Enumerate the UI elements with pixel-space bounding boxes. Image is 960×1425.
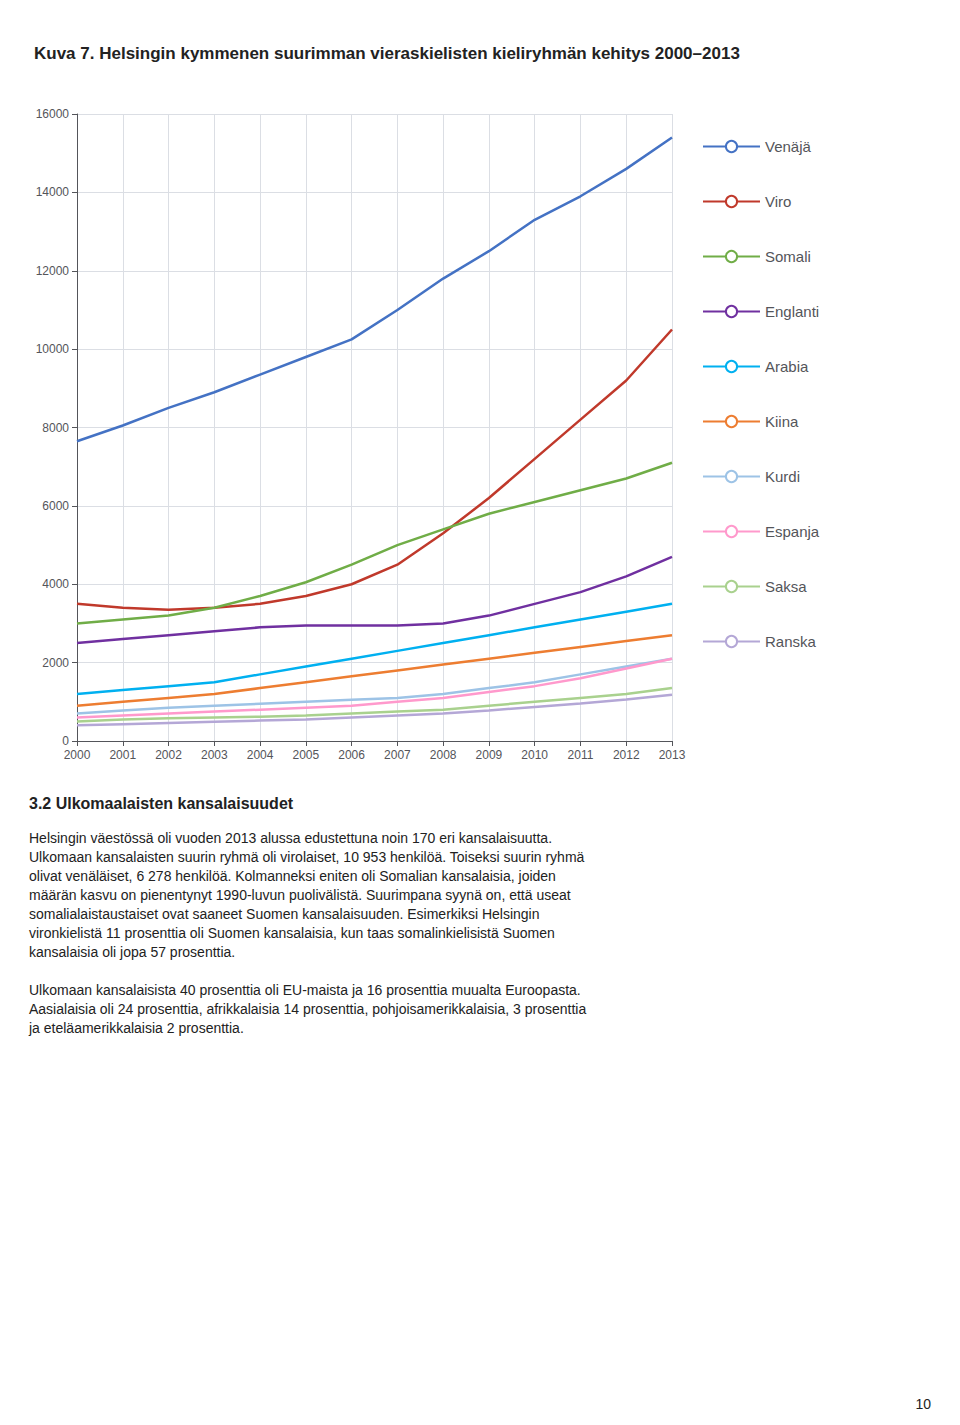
svg-text:Aasialaisia oli 24 prosenttia,: Aasialaisia oli 24 prosenttia, afrikkala… (29, 1001, 586, 1017)
svg-text:Viro: Viro (765, 193, 791, 210)
svg-text:Saksa: Saksa (765, 578, 807, 595)
svg-text:olivat venäläiset, 6 278 henki: olivat venäläiset, 6 278 henkilöä. Kolma… (29, 868, 556, 884)
svg-text:12000: 12000 (36, 264, 70, 278)
svg-text:Somali: Somali (765, 248, 811, 265)
svg-text:ja eteläamerikkalaisia 2 prose: ja eteläamerikkalaisia 2 prosenttia. (28, 1020, 244, 1036)
svg-text:2005: 2005 (292, 748, 319, 762)
svg-text:2002: 2002 (155, 748, 182, 762)
svg-text:Espanja: Espanja (765, 523, 820, 540)
svg-text:määrän kasvu on pienentynyt 19: määrän kasvu on pienentynyt 1990-luvun p… (29, 887, 571, 903)
svg-text:kansalaisia oli jopa 57 prosen: kansalaisia oli jopa 57 prosenttia. (29, 944, 235, 960)
svg-text:2012: 2012 (613, 748, 640, 762)
svg-text:Kurdi: Kurdi (765, 468, 800, 485)
svg-text:2006: 2006 (338, 748, 365, 762)
svg-text:4000: 4000 (42, 577, 69, 591)
svg-text:Ulkomaan kansalaisten suurin r: Ulkomaan kansalaisten suurin ryhmä oli v… (29, 849, 585, 865)
svg-text:Arabia: Arabia (765, 358, 809, 375)
svg-text:2003: 2003 (201, 748, 228, 762)
svg-text:Kiina: Kiina (765, 413, 799, 430)
svg-text:2004: 2004 (247, 748, 274, 762)
svg-text:14000: 14000 (36, 185, 70, 199)
svg-text:somalialaistaustaiset ovat saa: somalialaistaustaiset ovat saaneet Suome… (29, 906, 540, 922)
svg-text:2009: 2009 (476, 748, 503, 762)
svg-text:0: 0 (62, 734, 69, 748)
svg-text:6000: 6000 (42, 499, 69, 513)
svg-text:vironkielistä 11 prosenttia ol: vironkielistä 11 prosenttia oli Suomen k… (29, 925, 555, 941)
svg-text:2010: 2010 (521, 748, 548, 762)
svg-text:Englanti: Englanti (765, 303, 819, 320)
svg-text:10: 10 (915, 1396, 931, 1412)
svg-text:2008: 2008 (430, 748, 457, 762)
svg-text:3.2 Ulkomaalaisten kansalaisuu: 3.2 Ulkomaalaisten kansalaisuudet (29, 795, 294, 812)
svg-text:16000: 16000 (36, 107, 70, 121)
svg-text:2000: 2000 (42, 656, 69, 670)
svg-text:8000: 8000 (42, 421, 69, 435)
svg-text:2013: 2013 (659, 748, 686, 762)
svg-text:Kuva 7. Helsingin kymmenen suu: Kuva 7. Helsingin kymmenen suurimman vie… (34, 44, 740, 63)
svg-text:2000: 2000 (64, 748, 91, 762)
svg-text:Venäjä: Venäjä (765, 138, 812, 155)
svg-text:2011: 2011 (568, 748, 594, 762)
svg-text:10000: 10000 (36, 342, 70, 356)
svg-text:Helsingin väestössä oli vuoden: Helsingin väestössä oli vuoden 2013 alus… (29, 830, 552, 846)
svg-text:2001: 2001 (109, 748, 136, 762)
svg-text:Ulkomaan kansalaisista 40 pros: Ulkomaan kansalaisista 40 prosenttia oli… (29, 982, 581, 998)
svg-text:2007: 2007 (384, 748, 411, 762)
svg-text:Ranska: Ranska (765, 633, 817, 650)
